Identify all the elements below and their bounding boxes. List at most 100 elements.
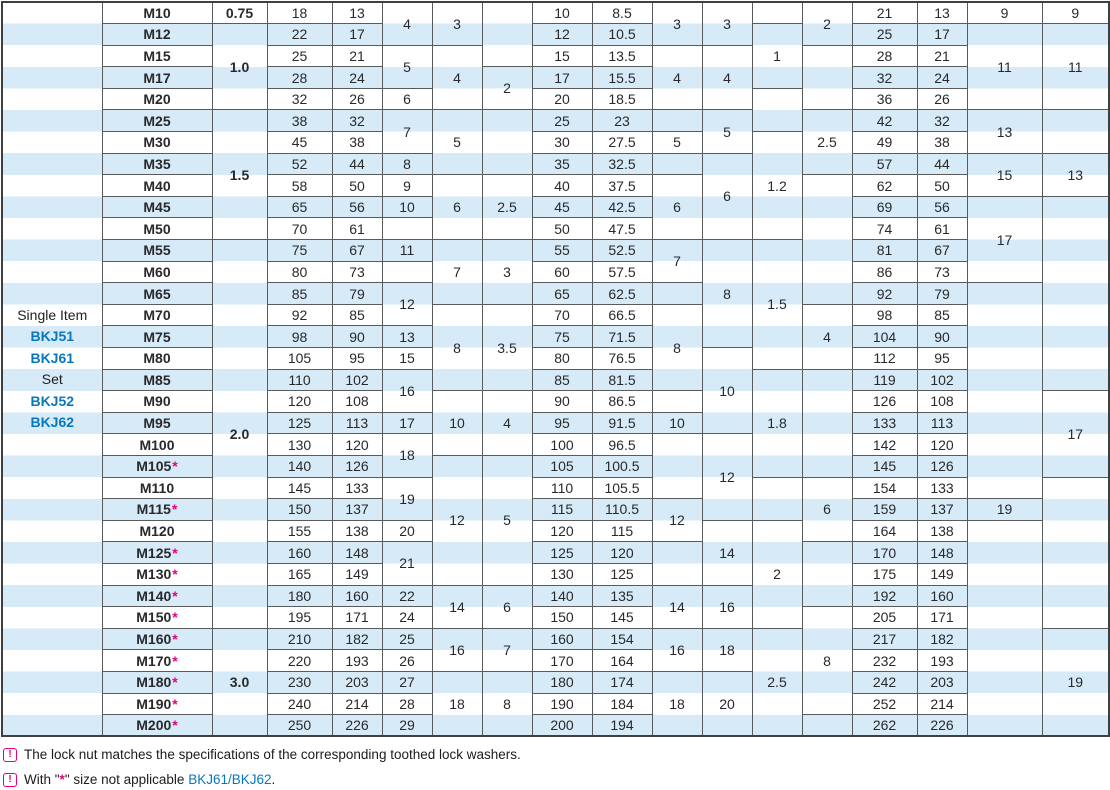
- cell-c1: 155: [266, 519, 333, 543]
- cell-c10: [751, 87, 803, 133]
- table-row: M85 110 102 16 85 81.5 1.8 119 102: [2, 368, 1109, 478]
- size-cell: M60: [101, 260, 213, 284]
- cell-c12: 21: [851, 1, 918, 25]
- cell-c7: 42.5: [591, 195, 653, 219]
- cell-c6: 40: [531, 174, 593, 197]
- size-cell: M75: [101, 325, 213, 348]
- note-link[interactable]: BKJ61/BKJ62: [188, 772, 272, 788]
- cell-c1: 25: [266, 44, 333, 68]
- cell-c12: 42: [851, 109, 918, 133]
- star-mark: *: [172, 566, 178, 583]
- cell-c10: [751, 476, 803, 521]
- cell-c6: 125: [531, 541, 593, 564]
- cell-c7: 164: [591, 649, 653, 672]
- cell-c3: 20: [381, 519, 433, 543]
- cell-c1: 120: [266, 390, 333, 413]
- cell-c7: 76.5: [591, 347, 653, 370]
- cell-c14: 13: [966, 109, 1043, 154]
- cell-c8: 5: [651, 131, 703, 154]
- cell-c4: 4: [431, 44, 483, 111]
- cell-c13: 203: [916, 670, 968, 694]
- cell-c4: 14: [431, 584, 483, 629]
- size-cell: M70: [101, 303, 213, 327]
- cell-c13: 160: [916, 584, 968, 608]
- alert-icon: !: [3, 772, 17, 787]
- cell-c12: 154: [851, 476, 918, 500]
- cell-c6: 10: [531, 1, 593, 25]
- cell-c9: 14: [701, 519, 753, 586]
- cell-c14: 15: [966, 152, 1043, 197]
- cell-c6: 190: [531, 692, 593, 716]
- star-mark: *: [171, 501, 178, 518]
- table-row: M12 1.0 22 17 12 10.5 1 25 17 11 11: [2, 23, 1110, 111]
- size-cell: M130*: [101, 562, 213, 586]
- cell-c2: 61: [331, 217, 383, 241]
- cell-c12: 25: [851, 23, 918, 46]
- cell-c14: 9: [966, 1, 1043, 25]
- cell-c1: 70: [266, 217, 333, 241]
- cell-c7: 10.5: [591, 23, 653, 46]
- cell-c6: 50: [531, 217, 593, 241]
- cell-c4: 12: [431, 454, 483, 586]
- cell-c10: 1.5: [751, 239, 803, 370]
- cell-c1: 195: [266, 606, 333, 629]
- table-row: M80 105 95 15 80 76.5 10 112 95: [2, 346, 1109, 435]
- cell-c1: 38: [266, 109, 333, 133]
- cell-c4: 3: [431, 1, 483, 46]
- cell-c13: 26: [916, 87, 968, 111]
- cell-c6: 30: [531, 131, 593, 154]
- cell-c8: [651, 390, 703, 413]
- cell-c13: 44: [916, 152, 968, 176]
- cell-c13: 113: [916, 411, 968, 435]
- table-row: M105* 140 126 12 5 105 100.5 145 126: [2, 454, 1109, 586]
- cell-c3: 15: [381, 347, 433, 370]
- cell-c4: 16: [431, 627, 483, 672]
- star-mark: *: [59, 772, 65, 788]
- table-row: M140* 180 160 22 14 6 140 135 14 16 192 160: [2, 584, 1109, 629]
- star-mark: *: [172, 587, 178, 604]
- cell-c1: 145: [266, 476, 333, 500]
- cell-c3: 5: [381, 44, 433, 89]
- cell-c6: 90: [531, 390, 593, 413]
- cell-c7: 174: [591, 670, 653, 694]
- cell-c2: 17: [331, 23, 383, 46]
- cell-c11: [801, 541, 853, 608]
- cell-c1: 230: [266, 670, 333, 694]
- cell-c13: 56: [916, 195, 968, 219]
- cell-c14: 17: [966, 195, 1043, 284]
- size-cell: M25: [101, 109, 213, 133]
- cell-c8: 10: [651, 411, 703, 435]
- cell-c11: [801, 174, 853, 305]
- cell-c3: 13: [381, 325, 433, 348]
- cell-c7: 86.5: [591, 390, 653, 413]
- cell-c8: 6: [651, 174, 703, 241]
- cell-c6: 65: [531, 282, 593, 305]
- cell-c7: 91.5: [591, 411, 653, 435]
- size-cell: M12: [101, 23, 213, 46]
- cell-c2: 108: [331, 390, 383, 413]
- cell-c2: 160: [331, 584, 383, 608]
- cell-c13: 85: [916, 303, 968, 327]
- size-cell: M100: [101, 433, 213, 456]
- cell-c13: 120: [916, 433, 968, 456]
- cell-c2: 67: [331, 239, 383, 262]
- cell-c7: 52.5: [591, 239, 653, 262]
- cell-c15: 13: [1041, 152, 1110, 197]
- cell-c11: [801, 44, 853, 111]
- cell-c5: 3: [481, 239, 533, 305]
- cell-c9: 12: [701, 433, 753, 521]
- size-cell: M17: [101, 66, 213, 89]
- cell-c4: 5: [431, 109, 483, 176]
- size-cell: M45: [101, 195, 213, 219]
- cell-c13: 193: [916, 649, 968, 672]
- cell-c8: 3: [651, 1, 703, 46]
- cell-c3: 7: [381, 109, 433, 154]
- cell-c12: 32: [851, 66, 918, 89]
- cell-c9: 5: [701, 109, 753, 154]
- cell-c12: 133: [851, 411, 918, 435]
- cell-c6: 110: [531, 476, 593, 500]
- note-line-1: ! The lock nut matches the specification…: [3, 742, 1110, 767]
- table-row: M110 145 133 19 110 105.5 6 154 133: [2, 476, 1110, 629]
- cell-c6: 60: [531, 260, 593, 284]
- cell-c13: 13: [916, 1, 968, 25]
